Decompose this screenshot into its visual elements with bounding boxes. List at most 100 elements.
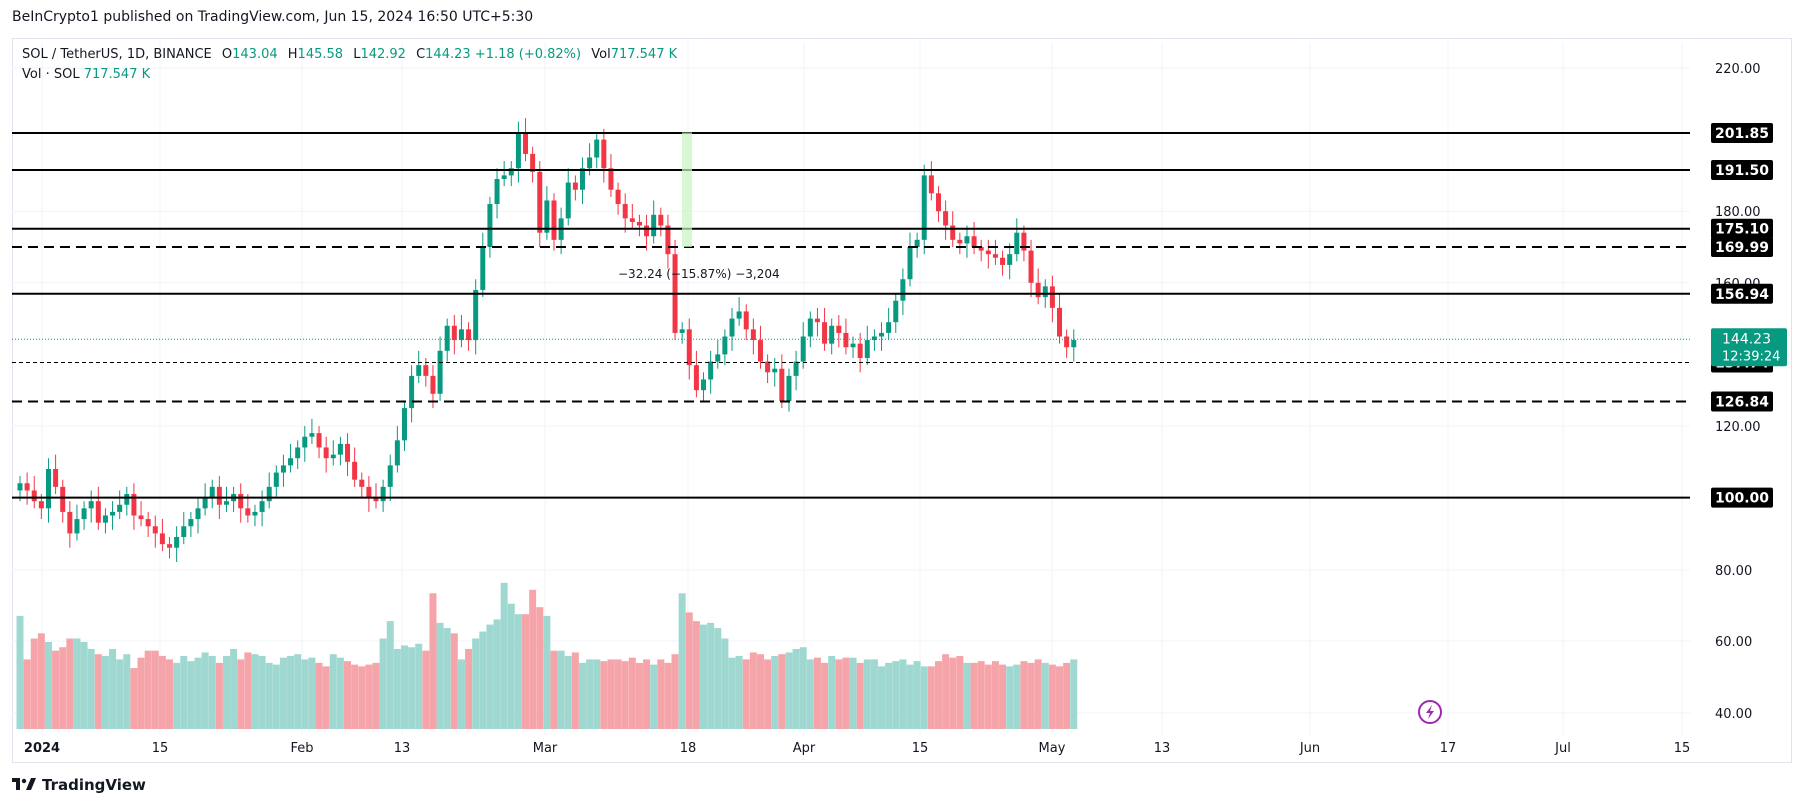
candle-body[interactable] (992, 254, 998, 258)
candle-body[interactable] (159, 533, 165, 545)
candle-body[interactable] (1035, 282, 1041, 298)
candle-body[interactable] (594, 139, 600, 158)
candle-body[interactable] (644, 225, 650, 237)
candle-body[interactable] (245, 508, 251, 516)
candle-body[interactable] (74, 519, 80, 534)
candle-body[interactable] (900, 279, 906, 301)
candle-body[interactable] (665, 225, 671, 255)
candle-body[interactable] (95, 501, 101, 523)
candle-body[interactable] (572, 182, 578, 190)
candle-body[interactable] (978, 247, 984, 251)
candle-body[interactable] (822, 322, 828, 344)
candle-body[interactable] (480, 247, 486, 290)
candle-body[interactable] (615, 189, 621, 205)
candle-body[interactable] (765, 361, 771, 373)
tradingview-footer[interactable]: TradingView (12, 776, 146, 794)
candle-body[interactable] (288, 458, 294, 466)
candle-body[interactable] (380, 486, 386, 502)
candle-body[interactable] (117, 504, 123, 512)
candle-body[interactable] (60, 486, 66, 512)
candle-body[interactable] (202, 497, 208, 509)
candle-body[interactable] (209, 486, 215, 498)
candle-body[interactable] (686, 329, 692, 366)
candle-body[interactable] (622, 204, 628, 219)
candle-body[interactable] (401, 408, 407, 441)
candle-body[interactable] (523, 132, 529, 154)
candle-body[interactable] (501, 175, 507, 179)
candle-body[interactable] (1071, 340, 1077, 348)
candle-body[interactable] (743, 311, 749, 330)
candle-body[interactable] (1042, 286, 1048, 298)
candle-body[interactable] (1057, 307, 1063, 337)
symbol-label[interactable]: SOL / TetherUS, 1D, BINANCE (22, 47, 212, 62)
candle-body[interactable] (38, 501, 44, 509)
candle-body[interactable] (693, 365, 699, 391)
candle-body[interactable] (316, 433, 322, 448)
candle-body[interactable] (587, 157, 593, 169)
candle-body[interactable] (45, 468, 51, 509)
candle-body[interactable] (843, 332, 849, 348)
candle-body[interactable] (345, 443, 351, 462)
candle-body[interactable] (174, 536, 180, 548)
candle-body[interactable] (957, 239, 963, 244)
candle-body[interactable] (914, 239, 920, 247)
candle-body[interactable] (829, 325, 835, 344)
candle-body[interactable] (238, 494, 244, 509)
candle-body[interactable] (629, 218, 635, 222)
candle-body[interactable] (67, 511, 73, 534)
candle-body[interactable] (636, 221, 642, 226)
candle-body[interactable] (430, 375, 436, 394)
candle-body[interactable] (1021, 232, 1027, 251)
candle-body[interactable] (964, 236, 970, 244)
candle-body[interactable] (451, 325, 457, 341)
volume-indicator-label[interactable]: Vol · SOL (22, 67, 80, 82)
candle-body[interactable] (1014, 232, 1020, 255)
candle-body[interactable] (736, 311, 742, 319)
candle-body[interactable] (188, 519, 194, 527)
candle-body[interactable] (537, 171, 543, 233)
candle-body[interactable] (864, 340, 870, 358)
candle-body[interactable] (551, 200, 557, 240)
candle-body[interactable] (921, 175, 927, 240)
candle-body[interactable] (145, 519, 151, 527)
candle-body[interactable] (565, 182, 571, 219)
candle-body[interactable] (836, 325, 842, 333)
candle-body[interactable] (601, 139, 607, 169)
candle-body[interactable] (530, 153, 536, 172)
candle-body[interactable] (800, 336, 806, 362)
candle-body[interactable] (473, 289, 479, 341)
candle-body[interactable] (152, 526, 158, 534)
candle-body[interactable] (124, 494, 130, 505)
candle-body[interactable] (53, 468, 59, 487)
candle-body[interactable] (772, 368, 778, 373)
candle-body[interactable] (722, 336, 728, 355)
candle-body[interactable] (437, 350, 443, 394)
candle-body[interactable] (88, 501, 94, 509)
candle-body[interactable] (423, 365, 429, 376)
candle-body[interactable] (17, 483, 23, 491)
candle-body[interactable] (701, 379, 707, 391)
candle-body[interactable] (131, 494, 137, 516)
candle-body[interactable] (715, 354, 721, 362)
candle-body[interactable] (1049, 286, 1055, 308)
candle-body[interactable] (729, 318, 735, 337)
candle-body[interactable] (352, 461, 358, 480)
candle-body[interactable] (893, 300, 899, 323)
candle-body[interactable] (167, 544, 173, 548)
candle-body[interactable] (302, 436, 308, 448)
candle-body[interactable] (416, 365, 422, 376)
candle-body[interactable] (943, 211, 949, 226)
candle-body[interactable] (871, 336, 877, 341)
candle-body[interactable] (1064, 336, 1070, 348)
candle-body[interactable] (394, 440, 400, 466)
candle-body[interactable] (658, 214, 664, 226)
candle-body[interactable] (1000, 257, 1006, 265)
candle-body[interactable] (494, 178, 500, 205)
candle-body[interactable] (444, 325, 450, 351)
candle-body[interactable] (138, 515, 144, 520)
candle-body[interactable] (280, 465, 286, 473)
candle-body[interactable] (337, 443, 343, 455)
candle-body[interactable] (31, 490, 37, 502)
candle-body[interactable] (879, 332, 885, 337)
candle-body[interactable] (81, 508, 87, 520)
